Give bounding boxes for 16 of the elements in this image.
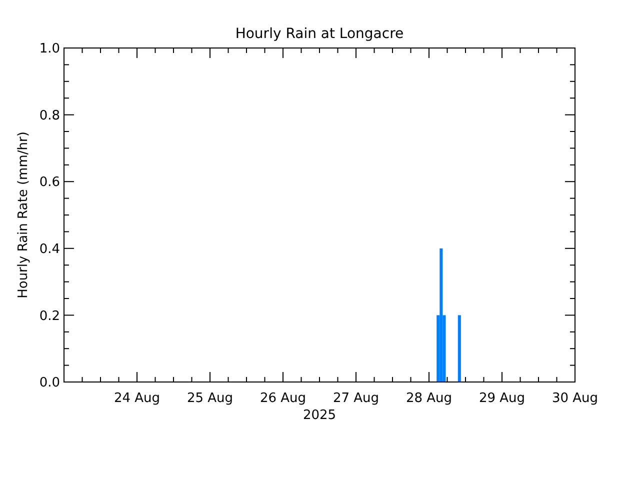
x-tick-label: 24 Aug	[114, 391, 160, 406]
x-tick-label: 30 Aug	[552, 391, 598, 406]
x-tick-label: 28 Aug	[406, 391, 452, 406]
y-tick-label: 0.0	[39, 376, 60, 391]
y-tick-label: 0.6	[39, 175, 60, 190]
chart-title: Hourly Rain at Longacre	[235, 26, 404, 42]
x-tick-label: 25 Aug	[186, 391, 234, 406]
y-tick-label: 0.2	[39, 308, 60, 324]
x-tick-label: 29 Aug	[478, 391, 526, 406]
x-tick-label: 27 Aug	[332, 391, 380, 406]
y-axis-title: Hourly Rain Rate (mm/hr)	[16, 132, 31, 298]
y-tick-label: 1.0	[39, 42, 60, 57]
x-axis-title: 2025	[302, 408, 336, 423]
y-tick-label: 0.4	[39, 242, 60, 257]
y-tick-label: 0.8	[39, 108, 60, 124]
x-tick-label: 26 Aug	[260, 391, 306, 406]
